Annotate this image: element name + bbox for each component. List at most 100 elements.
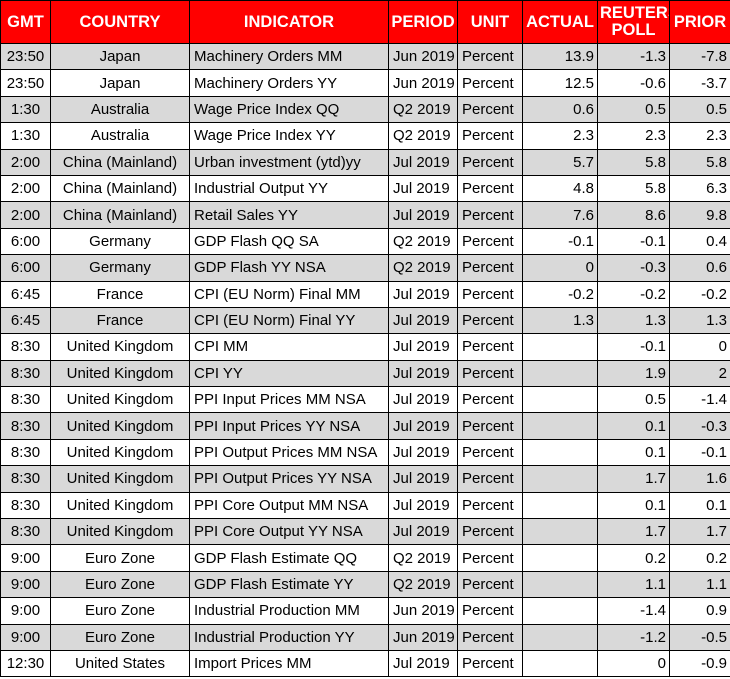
cell-indicator: CPI YY — [189, 359, 389, 388]
cell-actual — [522, 491, 598, 520]
cell-prior: 6.3 — [669, 174, 730, 203]
cell-unit: Percent — [457, 438, 523, 467]
cell-indicator: Wage Price Index YY — [189, 122, 389, 150]
table-row: 6:45 France CPI (EU Norm) Final YY Jul 2019… — [0, 306, 730, 335]
cell-indicator: Industrial Output YY — [189, 174, 389, 203]
cell-period: Jun 2019 — [388, 42, 458, 71]
table-row: 2:00 China (Mainland) Urban investment (yt… — [0, 148, 730, 176]
cell-country: United Kingdom — [50, 465, 190, 493]
cell-reuters-poll: 0.2 — [597, 544, 670, 572]
table-row: 1:30 Australia Wage Price Index QQ Q2 2019 P… — [0, 95, 730, 124]
cell-actual: 7.6 — [522, 201, 598, 229]
cell-country: United Kingdom — [50, 359, 190, 388]
cell-gmt: 8:30 — [0, 412, 51, 440]
cell-indicator: Industrial Production MM — [189, 597, 389, 625]
table-row: 12:30 United States Import Prices MM Jul 20… — [0, 649, 730, 678]
cell-indicator: PPI Core Output YY NSA — [189, 518, 389, 546]
cell-prior: 0.1 — [669, 491, 730, 520]
cell-gmt: 2:00 — [0, 174, 51, 203]
cell-gmt: 6:45 — [0, 280, 51, 308]
cell-indicator: PPI Input Prices YY NSA — [189, 412, 389, 440]
cell-prior: 5.8 — [669, 148, 730, 176]
table-row: 8:30 United Kingdom PPI Core Output YY NSA… — [0, 518, 730, 546]
cell-gmt: 6:00 — [0, 227, 51, 256]
cell-actual — [522, 570, 598, 599]
header-country: COUNTRY — [50, 0, 190, 44]
cell-actual — [522, 333, 598, 361]
cell-reuters-poll: 0.5 — [597, 95, 670, 124]
cell-unit: Percent — [457, 69, 523, 97]
cell-prior: -0.2 — [669, 280, 730, 308]
cell-period: Jun 2019 — [388, 69, 458, 97]
cell-indicator: PPI Output Prices YY NSA — [189, 465, 389, 493]
cell-country: France — [50, 280, 190, 308]
cell-reuters-poll: -1.2 — [597, 623, 670, 651]
cell-actual — [522, 386, 598, 414]
cell-period: Q2 2019 — [388, 570, 458, 599]
cell-reuters-poll: -0.3 — [597, 254, 670, 282]
table-row: 8:30 United Kingdom CPI MM Jul 2019 Percent -… — [0, 333, 730, 361]
cell-country: Japan — [50, 42, 190, 71]
header-prior: PRIOR — [669, 0, 730, 44]
cell-reuters-poll: 1.7 — [597, 518, 670, 546]
cell-country: China (Mainland) — [50, 148, 190, 176]
cell-reuters-poll: 1.7 — [597, 465, 670, 493]
table-row: 23:50 Japan Machinery Orders MM Jun 2019 Per… — [0, 42, 730, 71]
cell-reuters-poll: 1.3 — [597, 306, 670, 335]
cell-indicator: Machinery Orders MM — [189, 42, 389, 71]
cell-reuters-poll: 0.5 — [597, 386, 670, 414]
cell-country: China (Mainland) — [50, 201, 190, 229]
cell-country: United Kingdom — [50, 438, 190, 467]
cell-country: United Kingdom — [50, 333, 190, 361]
cell-reuters-poll: 0.1 — [597, 438, 670, 467]
cell-unit: Percent — [457, 280, 523, 308]
table-row: 1:30 Australia Wage Price Index YY Q2 2019 P… — [0, 122, 730, 150]
cell-gmt: 6:00 — [0, 254, 51, 282]
cell-period: Jul 2019 — [388, 438, 458, 467]
cell-actual: 12.5 — [522, 69, 598, 97]
cell-unit: Percent — [457, 359, 523, 388]
cell-reuters-poll: -0.6 — [597, 69, 670, 97]
table-row: 8:30 United Kingdom PPI Output Prices MM N… — [0, 438, 730, 467]
table-row: 2:00 China (Mainland) Industrial Output YY… — [0, 174, 730, 203]
cell-prior: -0.5 — [669, 623, 730, 651]
cell-actual — [522, 623, 598, 651]
cell-indicator: GDP Flash QQ SA — [189, 227, 389, 256]
cell-period: Jul 2019 — [388, 201, 458, 229]
cell-actual — [522, 649, 598, 678]
header-reuters-poll: REUTERS POLL — [597, 0, 670, 44]
table-row: 6:00 Germany GDP Flash QQ SA Q2 2019 Percent… — [0, 227, 730, 256]
cell-unit: Percent — [457, 518, 523, 546]
header-indicator: INDICATOR — [189, 0, 389, 44]
cell-period: Jul 2019 — [388, 412, 458, 440]
cell-prior: 0.6 — [669, 254, 730, 282]
cell-indicator: Wage Price Index QQ — [189, 95, 389, 124]
cell-indicator: Industrial Production YY — [189, 623, 389, 651]
cell-gmt: 2:00 — [0, 148, 51, 176]
cell-actual: -0.2 — [522, 280, 598, 308]
cell-unit: Percent — [457, 649, 523, 678]
cell-prior: -0.1 — [669, 438, 730, 467]
cell-unit: Percent — [457, 122, 523, 150]
table-row: 6:00 Germany GDP Flash YY NSA Q2 2019 Percen… — [0, 254, 730, 282]
cell-reuters-poll: -0.1 — [597, 227, 670, 256]
cell-reuters-poll: 2.3 — [597, 122, 670, 150]
cell-country: United Kingdom — [50, 386, 190, 414]
cell-actual — [522, 359, 598, 388]
cell-country: United States — [50, 649, 190, 678]
cell-actual: 0 — [522, 254, 598, 282]
cell-country: Japan — [50, 69, 190, 97]
cell-unit: Percent — [457, 254, 523, 282]
cell-unit: Percent — [457, 623, 523, 651]
cell-reuters-poll: 1.9 — [597, 359, 670, 388]
cell-period: Jul 2019 — [388, 491, 458, 520]
cell-prior: -7.8 — [669, 42, 730, 71]
cell-indicator: Machinery Orders YY — [189, 69, 389, 97]
cell-country: Germany — [50, 227, 190, 256]
cell-actual: 0.6 — [522, 95, 598, 124]
cell-gmt: 9:00 — [0, 597, 51, 625]
cell-period: Jul 2019 — [388, 649, 458, 678]
cell-indicator: GDP Flash YY NSA — [189, 254, 389, 282]
table-row: 9:00 Euro Zone GDP Flash Estimate YY Q2 201… — [0, 570, 730, 599]
